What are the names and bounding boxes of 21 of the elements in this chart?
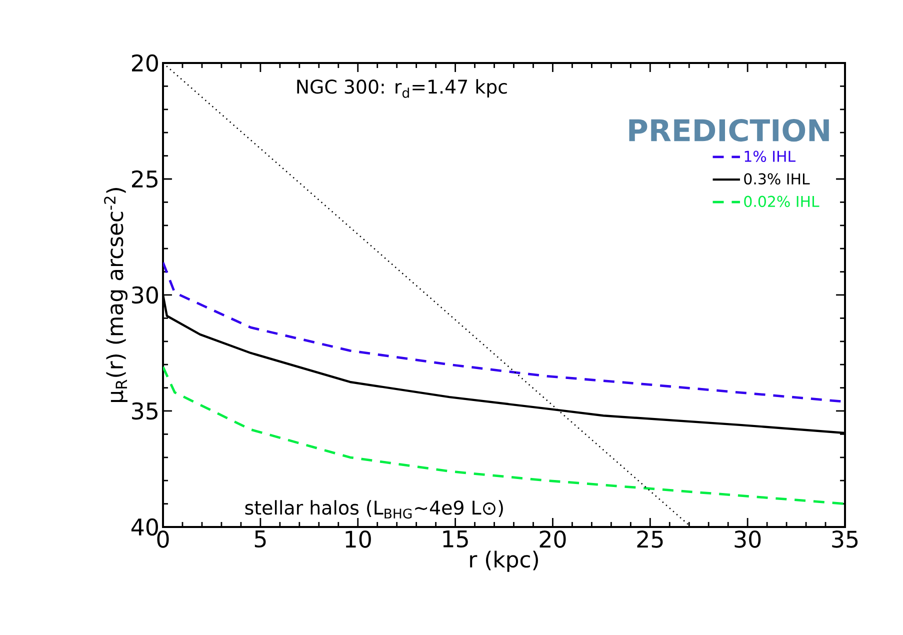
y-tick-label: 30 (132, 286, 158, 304)
x-tick-label: 15 (443, 530, 468, 548)
annotation: NGC 300: r$_{d}$=1.47 kpc (297, 79, 507, 98)
legend-label: 1% IHL (744, 150, 796, 162)
legend-label: 0.02% IHL (744, 196, 820, 208)
x-tick-label: 5 (254, 530, 266, 548)
x-tick-label: 20 (540, 530, 566, 548)
x-tick-label: 10 (346, 530, 371, 548)
x-tick-label: 0 (157, 530, 169, 548)
x-tick-label: 35 (832, 530, 858, 548)
y-tick-label: 40 (131, 518, 158, 536)
y-axis-title: μ$_{R}$(r) (mag arcsec$^{-2}$) (104, 188, 128, 402)
y-tick-label: 35 (132, 402, 158, 420)
y-tick-label: 25 (132, 170, 158, 188)
annotation: stellar halos (L$_{BHG}$~4e9 L⊙) (245, 500, 503, 519)
x-tick-label: 30 (734, 530, 761, 548)
annotation: PREDICTION (629, 118, 829, 142)
x-axis-title: r (kpc) (470, 550, 538, 572)
x-tick-label: 25 (637, 530, 663, 548)
legend-label: 0.3% IHL (744, 173, 810, 185)
y-tick-label: 20 (132, 54, 158, 72)
